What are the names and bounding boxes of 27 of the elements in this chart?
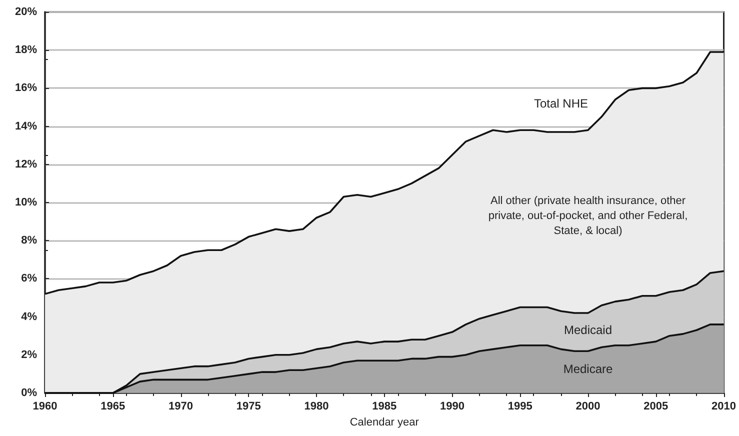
x-tick-label: 1980 — [304, 400, 329, 412]
y-tick-label: 14% — [14, 120, 38, 132]
series-label: Medicare — [563, 362, 614, 376]
y-tick-label: 8% — [21, 234, 38, 247]
x-axis-title: Calendar year — [350, 416, 420, 428]
x-tick-label: 1960 — [32, 400, 58, 412]
y-tick-label: 12% — [14, 158, 38, 170]
y-tick-label: 0% — [21, 387, 38, 399]
y-tick-label: 18% — [14, 44, 38, 56]
series-label: All other (private health insurance, other private, out-of-pocket, and other Federal, State, & local) — [488, 194, 688, 237]
series-label: Medicaid — [564, 323, 612, 338]
y-tick-label: 20% — [14, 6, 38, 18]
y-tick-label: 6% — [21, 272, 38, 285]
x-tick-label: 1990 — [440, 400, 464, 412]
x-tick-label: 1970 — [168, 400, 193, 412]
annotation: Total NHE — [534, 96, 588, 110]
x-tick-label: 1995 — [508, 400, 532, 412]
y-tick-label: 10% — [14, 196, 38, 208]
x-tick-label: 2005 — [644, 400, 668, 412]
y-tick-label: 16% — [14, 82, 38, 94]
x-tick-label: 1975 — [236, 400, 261, 412]
x-tick-label: 1965 — [100, 400, 126, 412]
x-tick-label: 2000 — [576, 400, 600, 412]
y-tick-label: 2% — [21, 348, 38, 361]
y-tick-label: 4% — [21, 310, 38, 323]
x-tick-label: 2010 — [712, 400, 736, 412]
x-tick-label: 1985 — [372, 400, 397, 412]
